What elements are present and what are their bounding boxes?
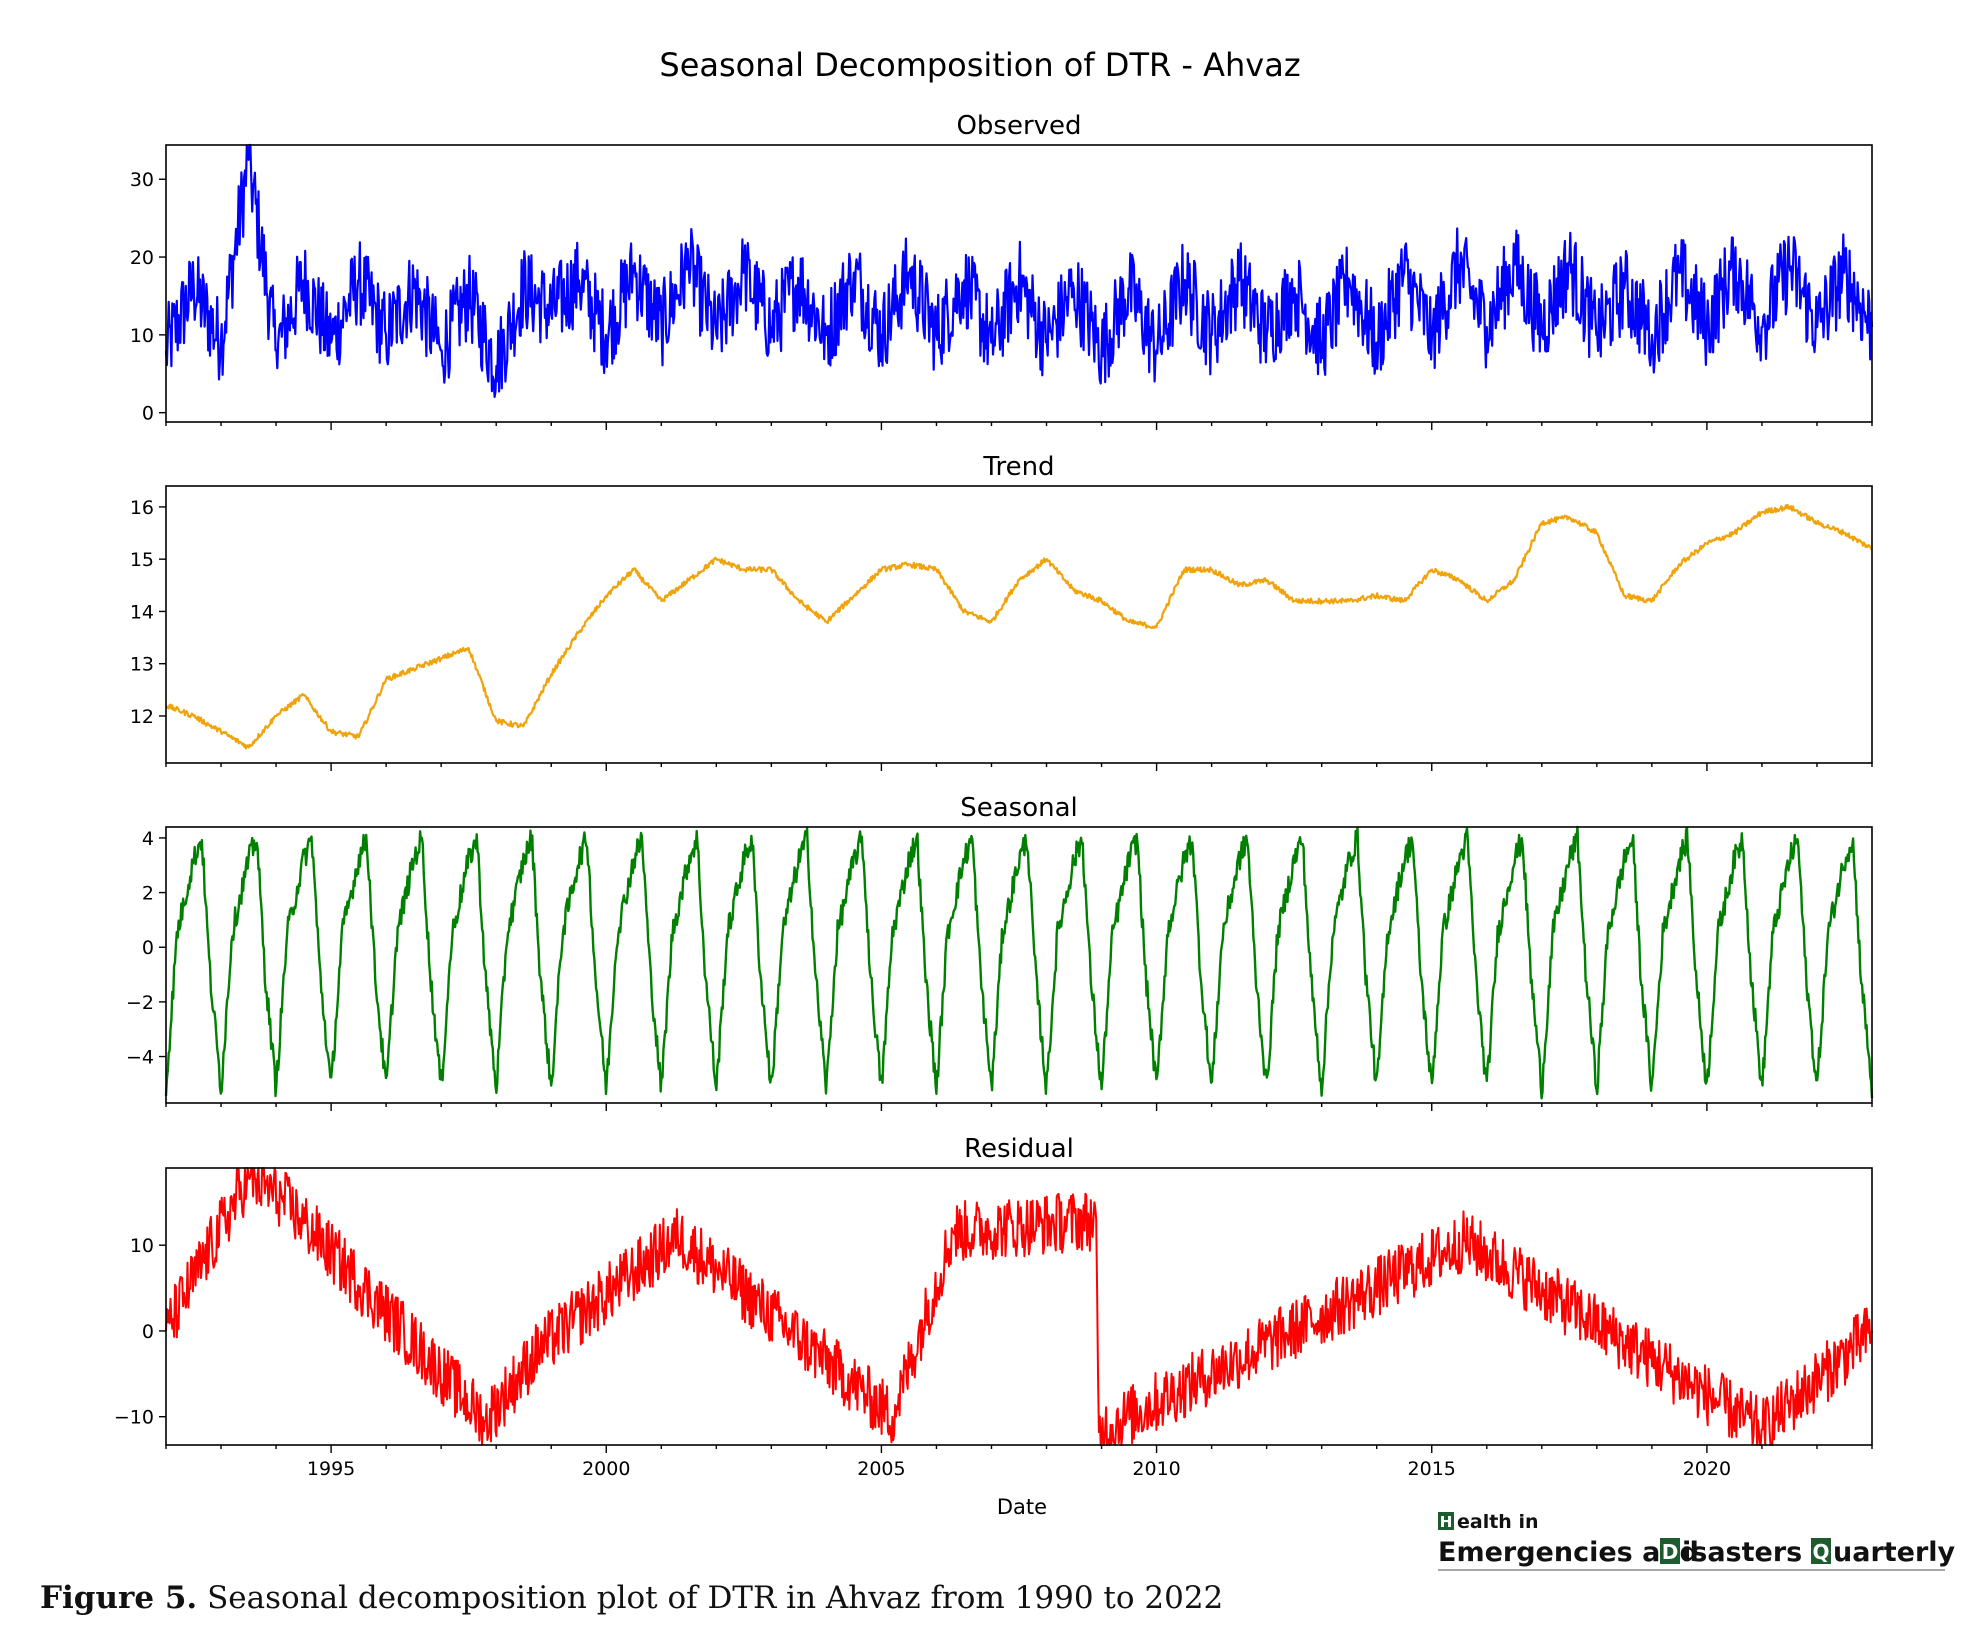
observed-axes-frame bbox=[165, 144, 1873, 423]
seasonal-axes-frame bbox=[165, 826, 1873, 1104]
logo-word-quarterly: uarterly bbox=[1833, 1537, 1956, 1568]
residual-axes-frame bbox=[165, 1167, 1873, 1446]
x-tick-label: 2000 bbox=[582, 1458, 630, 1480]
trend-y-tick-label: 12 bbox=[130, 706, 154, 728]
seasonal-series-line bbox=[164, 825, 1874, 1100]
seasonal-y-tick-label: 4 bbox=[142, 828, 154, 850]
logo-box-d-letter: D bbox=[1662, 1540, 1679, 1564]
trend-panel-title: Trend bbox=[982, 452, 1054, 482]
logo-box-d-group: D bbox=[1660, 1538, 1680, 1564]
x-axis-label: Date bbox=[997, 1495, 1047, 1519]
trend-panel: Trend 12 13 14 15 16 bbox=[130, 452, 1873, 771]
panels: Observed0102030Trend1213141516Seasonal42… bbox=[114, 111, 1874, 1453]
trend-y-tick-label: 16 bbox=[130, 497, 154, 519]
observed-y-tick-label: 10 bbox=[130, 325, 154, 347]
logo-word-disasters: isasters bbox=[1682, 1537, 1802, 1568]
observed-y-tick-label: 30 bbox=[130, 169, 154, 191]
x-tick-label: 1995 bbox=[307, 1458, 355, 1480]
residual-panel: Residual 10 0 −10 bbox=[114, 1134, 1873, 1453]
seasonal-panel: Seasonal 4 2 0 −2 −4 bbox=[126, 793, 1874, 1111]
caption-label: Figure 5. bbox=[40, 1580, 198, 1616]
observed-series-line bbox=[164, 143, 1874, 398]
caption-text: Seasonal decomposition plot of DTR in Ah… bbox=[197, 1580, 1224, 1616]
logo-box-h-letter: H bbox=[1440, 1513, 1453, 1531]
residual-y-tick-label: 0 bbox=[142, 1321, 154, 1343]
journal-logo: H ealth in Emergencies and D isasters Q … bbox=[1438, 1511, 1956, 1571]
x-tick-label: 2020 bbox=[1683, 1458, 1731, 1480]
residual-y-tick-label: 10 bbox=[130, 1235, 154, 1257]
seasonal-y-tick-label: 0 bbox=[142, 937, 154, 959]
logo-line-2: Emergencies and bbox=[1438, 1537, 1699, 1568]
logo-word-health: ealth in bbox=[1457, 1511, 1538, 1533]
seasonal-y-tick-label: 2 bbox=[142, 883, 154, 905]
seasonal-y-tick-label: −4 bbox=[126, 1047, 154, 1069]
seasonal-panel-title: Seasonal bbox=[960, 793, 1078, 823]
logo-word-emergencies: Emergencies and bbox=[1438, 1537, 1699, 1568]
seasonal-y-tick-label: −2 bbox=[126, 992, 154, 1014]
x-axis: 1995 2000 2005 2010 2015 2020 bbox=[307, 1458, 1731, 1480]
logo-box-h bbox=[1438, 1512, 1454, 1530]
logo-box-q-letter: Q bbox=[1812, 1540, 1829, 1564]
residual-panel-title: Residual bbox=[964, 1134, 1074, 1164]
trend-y-tick-label: 15 bbox=[130, 549, 154, 571]
observed-panel: Observed 0 10 20 30 bbox=[130, 111, 1874, 430]
figure-title: Seasonal Decomposition of DTR - Ahvaz bbox=[659, 46, 1300, 84]
trend-y-tick-label: 13 bbox=[130, 654, 154, 676]
observed-panel-title: Observed bbox=[956, 111, 1081, 141]
trend-axes-frame bbox=[165, 485, 1873, 764]
residual-series-line bbox=[165, 1167, 1873, 1446]
logo-box-q bbox=[1811, 1538, 1831, 1564]
trend-series-line bbox=[164, 503, 1873, 750]
trend-y-tick-label: 14 bbox=[130, 601, 154, 623]
x-tick-label: 2015 bbox=[1408, 1458, 1456, 1480]
x-tick-label: 2010 bbox=[1132, 1458, 1180, 1480]
logo-box-d bbox=[1660, 1538, 1680, 1564]
residual-y-tick-label: −10 bbox=[114, 1407, 154, 1429]
logo-box-q-group: Q bbox=[1811, 1538, 1831, 1564]
observed-y-tick-label: 0 bbox=[142, 403, 154, 425]
observed-y-tick-label: 20 bbox=[130, 247, 154, 269]
x-tick-label: 2005 bbox=[857, 1458, 905, 1480]
figure-caption: Figure 5. Seasonal decomposition plot of… bbox=[40, 1580, 1223, 1616]
